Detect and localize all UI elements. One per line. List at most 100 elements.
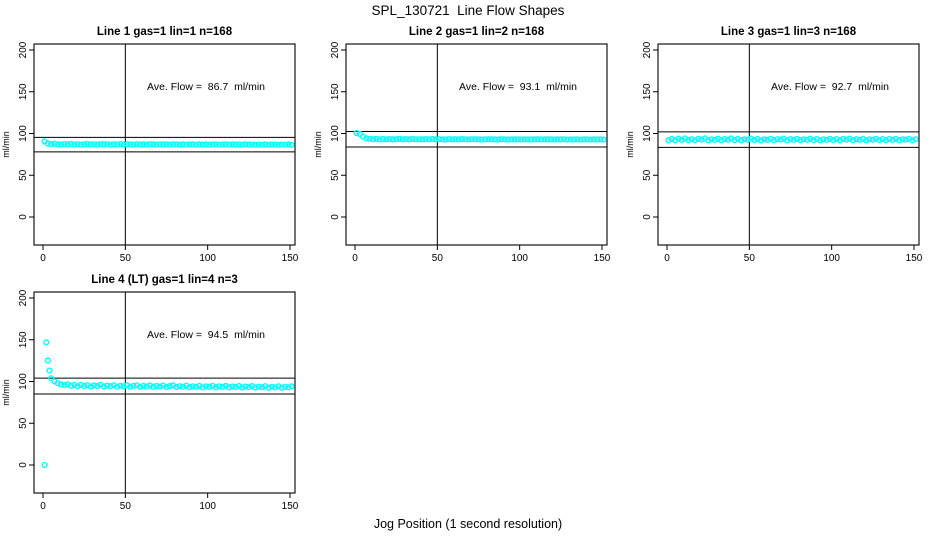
data-point <box>882 137 890 144</box>
data-point <box>288 383 295 390</box>
data-point <box>285 384 292 391</box>
subplot-title: Line 2 gas=1 lin=2 n=168 <box>409 26 545 38</box>
data-point <box>127 383 134 390</box>
data-point <box>43 339 50 346</box>
data-point <box>846 135 853 142</box>
data-point <box>774 136 781 143</box>
data-point <box>445 135 453 143</box>
data-point <box>57 141 65 148</box>
data-point <box>784 137 791 144</box>
data-point <box>853 136 860 143</box>
y-tick-label: 150 <box>642 83 653 100</box>
data-point <box>46 367 53 374</box>
data-point <box>587 136 594 143</box>
data-point <box>744 136 751 143</box>
data-point <box>501 136 508 143</box>
data-point <box>160 141 167 148</box>
data-point <box>54 380 61 387</box>
data-point <box>216 383 223 390</box>
data-point <box>104 382 111 389</box>
data-point <box>64 381 71 388</box>
x-tick-label: 0 <box>664 253 670 264</box>
data-point <box>524 136 532 143</box>
data-point <box>580 136 588 143</box>
data-point <box>143 141 150 148</box>
data-point <box>538 136 545 143</box>
data-point <box>176 383 183 390</box>
data-point <box>810 137 817 144</box>
y-axis-title: ml/min <box>1 379 11 406</box>
x-tick-label: 0 <box>40 253 46 264</box>
data-point <box>258 141 266 148</box>
data-point <box>491 136 499 143</box>
data-point <box>541 136 548 143</box>
data-point <box>278 384 285 391</box>
data-point <box>518 136 525 143</box>
data-point <box>140 141 147 148</box>
data-point <box>757 137 765 144</box>
data-point <box>353 129 360 137</box>
data-point <box>488 136 495 143</box>
data-point <box>199 384 206 391</box>
data-point <box>123 141 131 148</box>
subplot-title: Line 3 gas=1 lin=3 n=168 <box>721 26 857 38</box>
data-point <box>688 136 695 143</box>
data-point <box>570 136 578 143</box>
data-point <box>534 136 541 143</box>
data-point <box>685 136 692 144</box>
data-point <box>452 136 459 143</box>
data-point <box>363 135 370 142</box>
data-point <box>133 141 141 148</box>
data-point <box>163 383 170 391</box>
data-point <box>505 136 512 143</box>
data-point <box>790 136 797 143</box>
data-point <box>511 136 518 143</box>
data-point <box>209 141 216 148</box>
data-point <box>508 136 515 143</box>
data-point <box>708 136 715 143</box>
annotation-text: Ave. Flow = 92.7 ml/min <box>771 81 889 93</box>
data-point <box>770 137 778 144</box>
plot-box <box>657 43 920 246</box>
data-point <box>449 136 456 143</box>
data-point <box>100 141 108 148</box>
data-point <box>754 135 761 143</box>
data-point <box>531 136 538 143</box>
data-point <box>590 136 597 143</box>
data-point <box>179 141 187 148</box>
data-point <box>369 136 377 143</box>
data-point <box>113 383 121 390</box>
data-point <box>226 141 233 148</box>
data-point <box>455 136 462 143</box>
data-point <box>899 136 906 143</box>
data-point <box>288 141 295 148</box>
data-point <box>272 384 279 391</box>
data-point <box>675 135 682 142</box>
data-point <box>179 383 187 390</box>
data-point <box>826 135 834 142</box>
data-point <box>272 141 279 148</box>
data-point <box>856 136 863 143</box>
data-point <box>462 136 469 143</box>
main-title: SPL_130721 Line Flow Shapes <box>371 3 565 18</box>
y-tick-label: 100 <box>330 125 341 142</box>
data-point <box>229 383 236 390</box>
data-point <box>249 141 256 148</box>
data-point <box>873 135 880 142</box>
data-point <box>219 383 226 391</box>
data-point <box>150 383 157 391</box>
data-point <box>412 136 420 143</box>
y-tick-label: 100 <box>18 373 29 390</box>
y-tick-label: 150 <box>330 83 341 100</box>
data-point <box>57 381 65 388</box>
data-point <box>478 136 485 143</box>
data-point <box>110 382 117 389</box>
data-point <box>113 141 121 148</box>
data-point <box>409 135 416 143</box>
x-tick-label: 150 <box>282 253 299 264</box>
x-tick-label: 150 <box>906 253 923 264</box>
data-point <box>239 141 246 148</box>
y-tick-label: 200 <box>18 41 29 58</box>
data-point <box>376 136 383 143</box>
data-point <box>817 137 824 144</box>
